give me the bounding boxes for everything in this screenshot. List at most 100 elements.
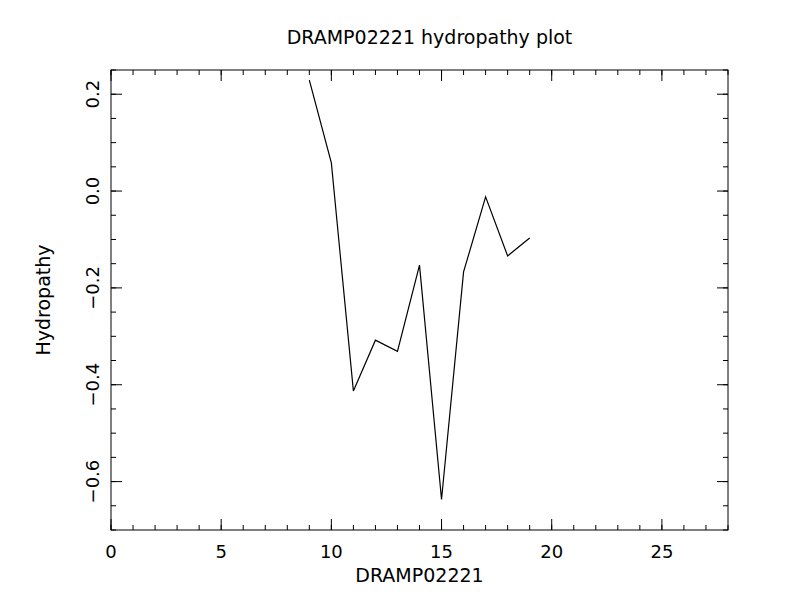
y-tick (717, 481, 728, 482)
x-minor-tick (309, 70, 310, 75)
x-minor-tick (463, 525, 464, 530)
x-tick-label: 25 (650, 541, 673, 562)
y-minor-tick (111, 457, 116, 458)
y-tick (111, 384, 122, 385)
x-minor-tick (265, 525, 266, 530)
y-minor-tick (723, 166, 728, 167)
y-minor-tick (111, 118, 116, 119)
y-minor-tick (723, 336, 728, 337)
y-minor-tick (723, 408, 728, 409)
x-tick (221, 519, 222, 530)
x-minor-tick (309, 525, 310, 530)
x-minor-tick (419, 525, 420, 530)
x-minor-tick (375, 525, 376, 530)
background (0, 0, 800, 600)
y-minor-tick (111, 408, 116, 409)
y-minor-tick (111, 336, 116, 337)
y-minor-tick (723, 530, 728, 531)
x-tick (551, 70, 552, 81)
x-minor-tick (463, 70, 464, 75)
x-minor-tick (705, 525, 706, 530)
x-minor-tick (573, 525, 574, 530)
y-minor-tick (111, 70, 116, 71)
chart: 05101520250.20.0−0.2−0.4−0.6DRAMP02221 h… (0, 0, 800, 600)
y-minor-tick (723, 505, 728, 506)
x-minor-tick (573, 70, 574, 75)
x-tick-label: 10 (320, 541, 343, 562)
y-minor-tick (111, 142, 116, 143)
x-minor-tick (617, 70, 618, 75)
y-tick (111, 191, 122, 192)
x-minor-tick (397, 70, 398, 75)
y-tick (111, 94, 122, 95)
x-minor-tick (485, 70, 486, 75)
x-minor-tick (419, 70, 420, 75)
x-minor-tick (287, 525, 288, 530)
x-tick-label: 20 (540, 541, 563, 562)
x-minor-tick (728, 70, 729, 75)
x-tick (111, 70, 112, 81)
x-minor-tick (529, 70, 530, 75)
x-minor-tick (397, 525, 398, 530)
x-tick (661, 70, 662, 81)
y-minor-tick (723, 433, 728, 434)
y-minor-tick (111, 215, 116, 216)
y-tick (717, 94, 728, 95)
x-minor-tick (199, 525, 200, 530)
x-minor-tick (728, 525, 729, 530)
x-minor-tick (683, 525, 684, 530)
x-tick (331, 70, 332, 81)
x-tick-label: 5 (215, 541, 226, 562)
x-tick (331, 519, 332, 530)
x-minor-tick (595, 525, 596, 530)
x-minor-tick (265, 70, 266, 75)
y-minor-tick (111, 505, 116, 506)
x-tick (111, 519, 112, 530)
x-axis-label: DRAMP02221 (355, 564, 483, 586)
x-tick (661, 519, 662, 530)
y-tick-label: 0.0 (82, 177, 103, 206)
y-minor-tick (723, 118, 728, 119)
x-minor-tick (639, 525, 640, 530)
x-tick (221, 70, 222, 81)
y-minor-tick (111, 263, 116, 264)
y-tick-label: −0.6 (82, 460, 103, 504)
x-minor-tick (243, 525, 244, 530)
x-minor-tick (353, 525, 354, 530)
y-minor-tick (723, 360, 728, 361)
x-minor-tick (133, 525, 134, 530)
y-minor-tick (111, 360, 116, 361)
x-minor-tick (507, 525, 508, 530)
y-minor-tick (111, 239, 116, 240)
x-tick (441, 519, 442, 530)
y-minor-tick (723, 215, 728, 216)
y-tick (717, 384, 728, 385)
y-tick (717, 287, 728, 288)
y-axis-label: Hydropathy (32, 244, 54, 355)
title: DRAMP02221 hydropathy plot (287, 26, 573, 48)
y-minor-tick (723, 457, 728, 458)
y-minor-tick (723, 70, 728, 71)
x-tick-label: 0 (105, 541, 116, 562)
x-minor-tick (617, 525, 618, 530)
hydropathy-line (309, 80, 529, 499)
x-minor-tick (133, 70, 134, 75)
x-tick-label: 15 (430, 541, 453, 562)
x-minor-tick (595, 70, 596, 75)
y-tick (111, 287, 122, 288)
x-minor-tick (177, 525, 178, 530)
x-minor-tick (177, 70, 178, 75)
x-minor-tick (353, 70, 354, 75)
x-minor-tick (705, 70, 706, 75)
x-tick (441, 70, 442, 81)
y-tick-label: 0.2 (82, 80, 103, 109)
y-minor-tick (111, 312, 116, 313)
y-tick-label: −0.4 (82, 363, 103, 407)
x-minor-tick (287, 70, 288, 75)
y-minor-tick (723, 312, 728, 313)
x-minor-tick (683, 70, 684, 75)
y-tick (717, 191, 728, 192)
y-minor-tick (111, 530, 116, 531)
x-minor-tick (529, 525, 530, 530)
y-minor-tick (111, 166, 116, 167)
